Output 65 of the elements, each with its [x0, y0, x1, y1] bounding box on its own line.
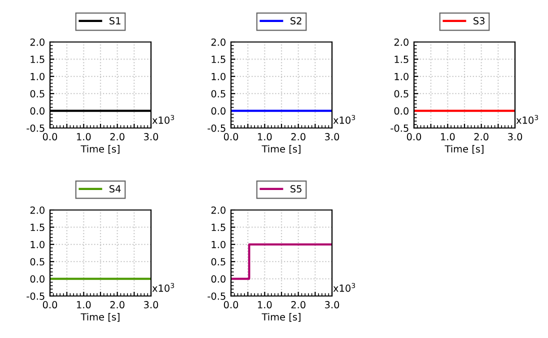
- x-axis-title: Time [s]: [262, 313, 300, 322]
- y-tick-label: 2.0: [30, 38, 44, 46]
- y-tick-label: 1.5: [394, 56, 408, 64]
- y-tick-label: 2.0: [211, 206, 226, 214]
- y-tick-label: 0.5: [211, 258, 226, 266]
- x-axis-title: Time [s]: [80, 313, 120, 322]
- text: x10$^{3}$: [152, 114, 174, 124]
- y-tick-label: 0.0: [30, 107, 44, 115]
- x-tick-label: 1.0: [258, 301, 272, 308]
- x-tick-label: 2.0: [291, 133, 306, 140]
- x-tick-label: 1.0: [77, 301, 91, 308]
- x-axis-title: Time [s]: [444, 145, 484, 154]
- x-tick-label: 0.0: [42, 301, 58, 308]
- y-tick-label: 1.5: [30, 224, 44, 232]
- x-tick-label: 0.0: [42, 133, 58, 140]
- y-tick-label: -0.5: [26, 292, 44, 300]
- y-tick-label: 0.5: [394, 90, 408, 98]
- x-axis-title: Time [s]: [262, 145, 300, 154]
- y-tick-label: 2.0: [211, 38, 226, 46]
- y-tick-label: 0.0: [394, 107, 408, 115]
- x-tick-label: 2.0: [110, 301, 124, 308]
- x-tick-label: 3.0: [144, 301, 158, 308]
- x-tick-label: 0.0: [224, 133, 238, 140]
- y-tick-label: 1.5: [30, 56, 44, 64]
- y-tick-label: 0.0: [211, 275, 226, 283]
- y-tick-label: -0.5: [208, 292, 226, 300]
- x-tick-label: 1.0: [441, 133, 455, 140]
- y-tick-label: -0.5: [208, 124, 226, 132]
- y-tick-label: 2.0: [394, 38, 408, 46]
- y-tick-label: 1.0: [212, 240, 226, 248]
- text: x10$^{3}$: [516, 114, 538, 124]
- y-tick-label: 1.0: [212, 72, 226, 80]
- y-tick-label: 0.0: [30, 275, 44, 283]
- legend-label: S3: [474, 17, 484, 24]
- text: x10$^{3}$: [152, 282, 174, 292]
- x-tick-label: 0.0: [406, 133, 422, 140]
- legend-label: S1: [110, 17, 120, 24]
- legend-label: S4: [110, 185, 121, 192]
- x-tick-label: 1.0: [77, 133, 91, 140]
- legend-label: S2: [290, 17, 302, 24]
- y-tick-label: 1.0: [394, 72, 408, 80]
- x-tick-label: 0.0: [224, 301, 238, 308]
- x-tick-label: 3.0: [508, 133, 522, 140]
- y-tick-label: 1.0: [30, 240, 44, 248]
- x-tick-label: 2.0: [474, 133, 488, 140]
- x-tick-label: 3.0: [325, 301, 340, 308]
- y-tick-label: 0.5: [30, 258, 44, 266]
- x-axis-title: Time [s]: [80, 145, 120, 154]
- y-tick-label: 1.5: [212, 224, 226, 232]
- y-tick-label: 1.0: [30, 72, 44, 80]
- x-tick-label: 1.0: [258, 133, 272, 140]
- x-tick-label: 2.0: [291, 301, 306, 308]
- legend-label: S5: [290, 185, 302, 192]
- text: x10$^{3}$: [333, 114, 356, 124]
- x-tick-label: 2.0: [110, 133, 124, 140]
- y-tick-label: -0.5: [26, 124, 44, 132]
- y-tick-label: -0.5: [390, 124, 408, 132]
- x-tick-label: 3.0: [325, 133, 340, 140]
- text: x10$^{3}$: [333, 282, 356, 292]
- y-tick-label: 0.0: [211, 107, 226, 115]
- y-tick-label: 0.5: [30, 90, 44, 98]
- y-tick-label: 0.5: [211, 90, 226, 98]
- y-tick-label: 2.0: [30, 206, 44, 214]
- x-tick-label: 3.0: [144, 133, 158, 140]
- y-tick-label: 1.5: [212, 56, 226, 64]
